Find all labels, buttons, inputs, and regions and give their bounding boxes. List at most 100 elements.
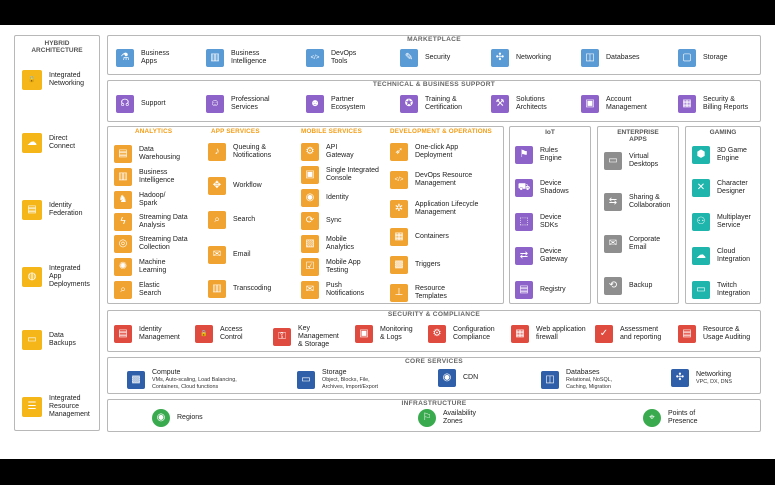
marketplace-item-label: Databases [606, 53, 640, 61]
analytics-title: ANALYTICS [135, 128, 173, 135]
security-item-5: ⚙ Configuration Compliance [428, 325, 495, 343]
sdk-icon: ⬚ [515, 213, 533, 231]
config-icon: ⚙ [428, 325, 446, 343]
security-item-label: Key Management & Storage [298, 325, 339, 349]
infra-item-3: ⌖ Points of Presence [643, 409, 698, 427]
folder-icon: ▭ [22, 330, 42, 350]
chip-icon: ▩ [390, 256, 408, 274]
globe-icon: ◉ [438, 369, 456, 387]
assessment-icon: ✓ [595, 325, 613, 343]
devops-item-label: Triggers [415, 260, 441, 268]
app-services-item-label: Workflow [233, 181, 262, 189]
hybrid-item-label: Integrated Networking [49, 71, 85, 87]
globe-icon: ◉ [152, 409, 170, 427]
balloon-icon: ◍ [22, 267, 42, 288]
support-item-4: ✪ Training & Certification [400, 95, 462, 113]
sliders-icon: ☰ [22, 397, 42, 418]
lock-icon: 🔒 [195, 325, 213, 343]
hybrid-item-3: ▤ Identity Federation [22, 200, 82, 220]
analytics-item-5: ◎ Streaming Data Collection [114, 235, 188, 253]
marketplace-item-label: Networking [516, 53, 552, 61]
rocket-icon: ➶ [390, 143, 408, 161]
support-item-1: ☊ Support [116, 95, 166, 113]
workflow-icon: ✥ [208, 177, 226, 195]
support-item-label: Solutions Architects [516, 95, 547, 111]
hybrid-item-5: ▭ Data Backups [22, 330, 76, 350]
support-item-7: ▦ Security & Billing Reports [678, 95, 748, 113]
iot-item-4: ⇄ Device Gateway [515, 247, 568, 265]
mobile-services-item-4: ⟳ Sync [301, 212, 342, 230]
car-icon: ⛟ [515, 179, 533, 197]
briefcase-icon: ▣ [581, 95, 599, 113]
enterprise-item-label: Corporate Email [629, 235, 661, 251]
code-icon: </> [390, 171, 408, 189]
gaming-title: GAMING [709, 129, 737, 136]
devops-item-label: Application Lifecycle Management [415, 200, 479, 216]
security-title: SECURITY & COMPLIANCE [387, 311, 481, 318]
pin-icon: ⌖ [643, 409, 661, 427]
marketplace-item-label: Storage [703, 53, 728, 61]
storage-icon: ▭ [297, 370, 315, 389]
checklist-icon: ☑ [301, 258, 319, 276]
elephant-icon: ♞ [114, 191, 132, 209]
support-item-6: ▣ Account Management [581, 95, 647, 113]
support-title: TECHNICAL & BUSINESS SUPPORT [372, 81, 496, 88]
hybrid-item-label: Data Backups [49, 331, 76, 347]
storage-box-icon: ▢ [678, 49, 696, 67]
enterprise-item-label: Sharing & Collaboration [629, 193, 671, 209]
database-icon: ◫ [581, 49, 599, 67]
support-item-label: Support [141, 99, 166, 107]
iot-item-label: Device Shadows [540, 179, 569, 195]
enterprise-item-1: ▭ Virtual Desktops [604, 152, 658, 170]
report-icon: ▦ [678, 95, 696, 113]
iot-item-label: Device Gateway [540, 247, 568, 263]
devops-item-label: Resource Templates [415, 284, 447, 300]
audit-icon: ▤ [678, 325, 696, 343]
mobile-services-item-3: ◉ Identity [301, 189, 349, 207]
core-item-description: VMs, Auto-scaling, Load Balancing, Conta… [152, 377, 237, 390]
gaming-item-2: ✕ Character Designer [692, 179, 748, 197]
mobile-services-item-2: ▣ Single Integrated Console [301, 166, 379, 184]
magnifier-icon: ⌕ [114, 281, 132, 299]
support-item-label: Security & Billing Reports [703, 95, 749, 111]
core-item-4: ◫ Databases Relational, NoSQL, Caching, Mi… [541, 369, 612, 390]
brain-icon: ✺ [114, 258, 132, 276]
bar-chart-icon: ▥ [114, 168, 132, 186]
app-services-item-1: ♪ Queuing & Notifications [208, 143, 271, 161]
marketplace-item-2: ▥ Business Intelligence [206, 49, 266, 67]
hybrid-item-2: ☁ Direct Connect [22, 133, 75, 153]
gaming-item-1: ⬢ 3D Game Engine [692, 146, 747, 164]
infra-item-1: ◉ Regions [152, 409, 203, 427]
mobile-services-item-label: Push Notifications [326, 281, 365, 297]
devops-item-4: ▦ Containers [390, 228, 449, 246]
marketplace-item-label: DevOps Tools [331, 49, 357, 65]
security-item-label: Access Control [220, 325, 243, 341]
analytics-item-2: ▥ Business Intelligence [114, 168, 174, 186]
marketplace-title: MARKETPLACE [407, 36, 461, 43]
analytics-item-label: Streaming Data Collection [139, 235, 188, 251]
security-item-8: ▤ Resource & Usage Auditing [678, 325, 750, 343]
swords-icon: ✕ [692, 179, 710, 197]
app-services-item-3: ⌕ Search [208, 211, 255, 229]
core-item-label: Storage [322, 369, 347, 376]
mobile-services-item-6: ☑ Mobile App Testing [301, 258, 361, 276]
marketplace-item-4: ✎ Security [400, 49, 450, 67]
twitch-icon: ▭ [692, 281, 710, 299]
security-item-label: Assessment and reporting [620, 325, 662, 341]
enterprise-item-2: ⇆ Sharing & Collaboration [604, 193, 670, 211]
analytics-item-label: Business Intelligence [139, 168, 175, 184]
lock-icon: 🔒 [22, 70, 42, 90]
security-item-6: ▦ Web application firewall [511, 325, 586, 343]
person-icon: ☺ [206, 95, 224, 113]
marketplace-item-7: ▢ Storage [678, 49, 728, 67]
enterprise-item-3: ✉ Corporate Email [604, 235, 660, 253]
core-item-5: ✣ Networking VPC, DX, DNS [671, 369, 732, 387]
firewall-icon: ▦ [511, 325, 529, 343]
mobile-services-item-label: Single Integrated Console [326, 166, 379, 182]
hybrid-item-label: Direct Connect [49, 134, 76, 150]
app-services-item-label: Transcoding [233, 284, 272, 292]
containers-icon: ▦ [390, 228, 408, 246]
sync-icon: ⟳ [301, 212, 319, 230]
network-icon: ✣ [491, 49, 509, 67]
hybrid-item-label: Integrated Resource Management [49, 395, 90, 419]
